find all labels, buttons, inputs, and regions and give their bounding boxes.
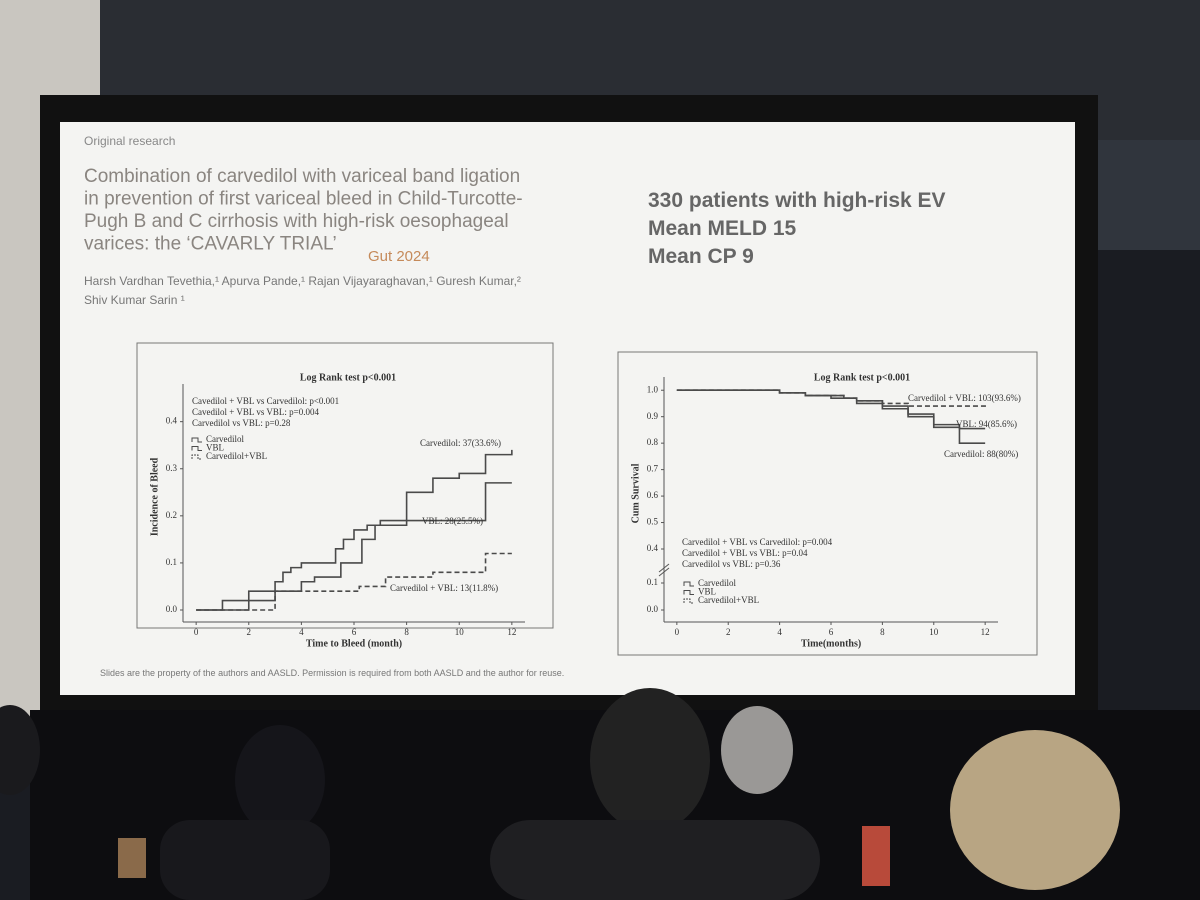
annotation: Carvedilol vs VBL: p=0.36 xyxy=(682,559,781,569)
chart-title: Log Rank test p<0.001 xyxy=(300,372,396,383)
highlight-line: Mean CP 9 xyxy=(648,245,754,268)
authors: Harsh Vardhan Tevethia,¹ Apurva Pande,¹ … xyxy=(84,274,521,307)
annotation: Cavedilol + VBL vs Carvedilol: p<0.001 xyxy=(192,396,339,406)
step-line xyxy=(196,552,512,611)
annotation: Cavedilol + VBL vs VBL: p=0.004 xyxy=(192,407,319,417)
end-label: Carvedilol + VBL: 103(93.6%) xyxy=(908,393,1021,403)
chart-frame xyxy=(136,342,554,629)
end-label: Carvedilol + VBL: 13(11.8%) xyxy=(390,583,498,593)
chart-frame xyxy=(617,351,1038,656)
chart: Log Rank test p<0.001 Time to Bleed (mont… xyxy=(149,372,525,649)
legend-label: Carvedilol+VBL xyxy=(206,451,267,461)
y-tick-label: 0.0 xyxy=(166,604,178,614)
y-axis-label: Incidence of Bleed xyxy=(149,457,160,536)
coffee-cup xyxy=(862,826,890,886)
end-label: VBL: 28(25.5%) xyxy=(422,516,483,526)
x-tick-label: 0 xyxy=(675,627,680,637)
y-tick-label: 0.4 xyxy=(647,543,659,553)
legend-swatch xyxy=(191,437,202,443)
audience-head xyxy=(235,725,325,835)
axis-break xyxy=(658,563,670,573)
chart-title: Log Rank test p<0.001 xyxy=(814,372,910,383)
charts: Log Rank test p<0.001 Time to Bleed (mont… xyxy=(149,372,1021,649)
y-tick-label: 0.8 xyxy=(647,437,659,447)
x-tick-label: 12 xyxy=(507,627,516,637)
legend-swatch xyxy=(683,598,694,604)
legend-label: Carvedilol+VBL xyxy=(698,595,759,605)
journal: Gut 2024 xyxy=(368,248,430,265)
legend-swatch xyxy=(191,446,202,451)
x-tick-label: 8 xyxy=(880,627,885,637)
audience-head xyxy=(0,705,40,795)
coffee-cup xyxy=(118,838,146,878)
legend-label: Carvedilol xyxy=(206,434,244,444)
title-line: varices: the ‘CAVARLY TRIAL’ xyxy=(84,234,337,255)
audience-head xyxy=(950,730,1120,890)
x-tick-label: 4 xyxy=(299,627,304,637)
x-tick-label: 4 xyxy=(777,627,782,637)
y-tick-label: 0.7 xyxy=(647,464,659,474)
legend-swatch xyxy=(683,590,694,595)
x-axis-label: Time(months) xyxy=(801,638,861,649)
annotation: Carvedilol vs VBL: p=0.28 xyxy=(192,418,291,428)
y-tick-label: 0.6 xyxy=(647,490,659,500)
x-tick-label: 8 xyxy=(404,627,409,637)
title-line: in prevention of first variceal bleed in… xyxy=(84,189,523,210)
legend-label: VBL xyxy=(698,587,716,597)
x-tick-label: 6 xyxy=(352,627,357,637)
x-tick-label: 2 xyxy=(247,627,252,637)
audience-body xyxy=(490,820,820,900)
end-label: Carvedilol: 37(33.6%) xyxy=(420,438,501,448)
x-tick-label: 6 xyxy=(829,627,834,637)
y-tick-label: 0.1 xyxy=(166,557,177,567)
y-tick-label: 0.2 xyxy=(166,510,177,520)
x-tick-label: 2 xyxy=(726,627,731,637)
end-label: Carvedilol: 88(80%) xyxy=(944,449,1018,459)
annotation: Carvedilol + VBL vs VBL: p=0.04 xyxy=(682,548,808,558)
y-tick-label: 0.0 xyxy=(647,604,659,614)
y-tick-label: 0.4 xyxy=(166,416,178,426)
y-tick-label: 0.5 xyxy=(647,517,659,527)
step-line xyxy=(676,389,986,408)
title-line: Pugh B and C cirrhosis with high-risk oe… xyxy=(84,211,509,232)
audience-head xyxy=(590,688,710,832)
audience-body xyxy=(160,820,330,900)
kicker: Original research xyxy=(84,134,175,148)
window xyxy=(1085,140,1200,250)
step-line xyxy=(196,449,513,611)
axis-break xyxy=(658,567,670,577)
y-tick-label: 1.0 xyxy=(647,384,659,394)
y-tick-label: 0.1 xyxy=(647,577,658,587)
title-line: Combination of carvedilol with variceal … xyxy=(84,166,520,187)
legend-label: Carvedilol xyxy=(698,578,736,588)
y-tick-label: 0.9 xyxy=(647,411,659,421)
author-line: Harsh Vardhan Tevethia,¹ Apurva Pande,¹ … xyxy=(84,274,521,288)
legend-swatch xyxy=(683,581,694,587)
chart: Log Rank test p<0.001 Time(months) Cum Sur… xyxy=(630,372,1021,649)
highlight-line: Mean MELD 15 xyxy=(648,217,797,240)
slide-title: Combination of carvedilol with variceal … xyxy=(84,166,523,255)
author-line: Shiv Kumar Sarin ¹ xyxy=(84,293,185,307)
legend-label: VBL xyxy=(206,443,224,453)
end-label: VBL: 94(85.6%) xyxy=(956,419,1017,429)
x-tick-label: 0 xyxy=(194,627,199,637)
y-tick-label: 0.3 xyxy=(166,463,178,473)
x-axis-label: Time to Bleed (month) xyxy=(306,638,402,649)
footer-note: Slides are the property of the authors a… xyxy=(100,668,564,678)
annotation: Carvedilol + VBL vs Carvedilol: p=0.004 xyxy=(682,537,833,547)
x-tick-label: 12 xyxy=(981,627,990,637)
highlights: 330 patients with high-risk EV Mean MELD … xyxy=(648,189,946,268)
y-axis-label: Cum Survival xyxy=(630,463,641,523)
x-tick-label: 10 xyxy=(455,627,465,637)
audience-head xyxy=(721,706,793,794)
x-tick-label: 10 xyxy=(929,627,939,637)
legend-swatch xyxy=(191,454,202,460)
highlight-line: 330 patients with high-risk EV xyxy=(648,189,946,212)
